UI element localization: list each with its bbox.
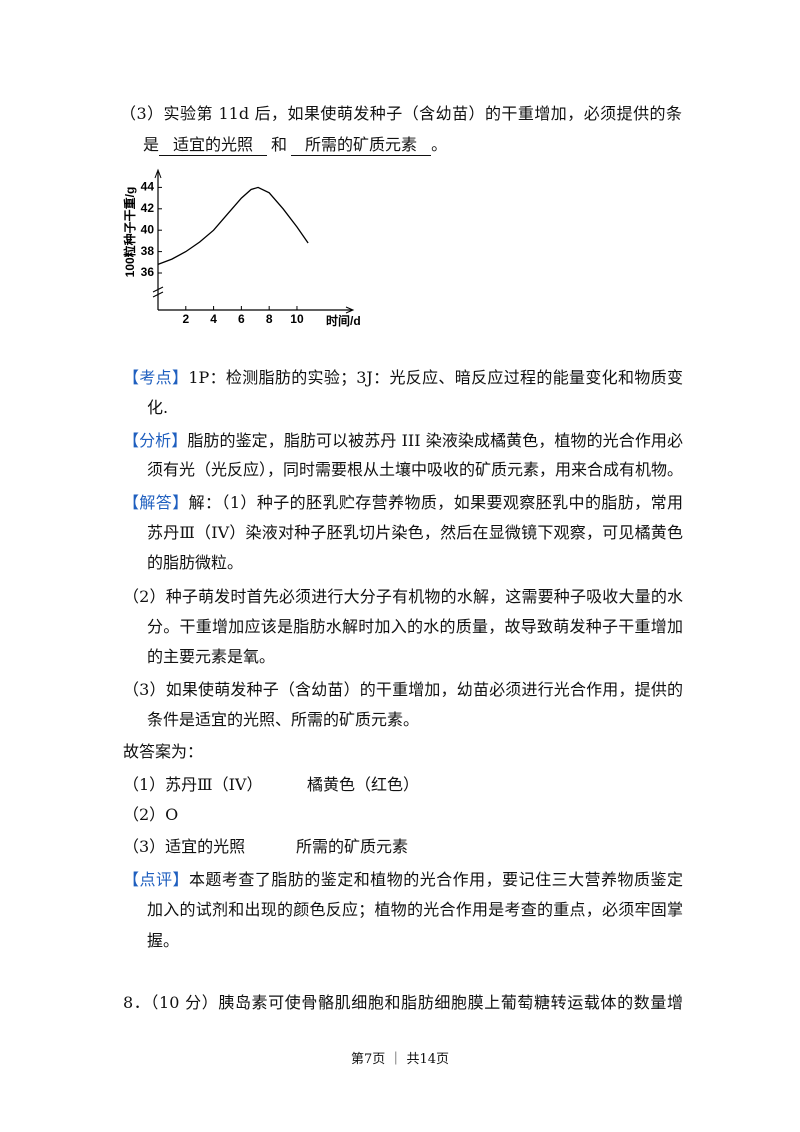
- text-line: 分。干重增加应该是脂肪水解时加入的水的质量，故导致萌发种子干重增加: [147, 617, 683, 636]
- section-tag: 【分析】: [123, 431, 188, 450]
- text-line: 所需的矿质元素: [296, 837, 409, 856]
- text-line: （2）O: [123, 805, 179, 824]
- blank-answer: 适宜的光照: [159, 135, 268, 156]
- x-axis-label: 时间/d: [326, 313, 361, 328]
- text: 脂肪的鉴定，脂肪可以被苏丹 III 染液染成橘黄色，植物的光合作用必: [187, 431, 683, 450]
- x-tick-label: 6: [238, 312, 245, 326]
- text-line: 【点评】本题考查了脂肪的鉴定和植物的光合作用，要记住三大营养物质鉴定时: [123, 870, 683, 890]
- y-tick-label: 38: [141, 244, 155, 258]
- text: 和: [271, 135, 288, 154]
- y-tick-label: 40: [141, 222, 155, 236]
- text-line: 化.: [147, 398, 169, 417]
- text-line: 苏丹Ⅲ（IV）染液对种子胚乳切片染色，然后在显微镜下观察，可见橘黄色: [147, 523, 683, 542]
- text-line: （3）适宜的光照: [123, 837, 246, 856]
- text-line: 是适宜的光照和所需的矿质元素。: [143, 135, 447, 156]
- text-line: 【解答】解：（1）种子的胚乳贮存营养物质，如果要观察胚乳中的脂肪，常用: [123, 493, 683, 513]
- text: 解：（1）种子的胚乳贮存营养物质，如果要观察胚乳中的脂肪，常用: [188, 493, 683, 512]
- axis-break: [152, 286, 164, 298]
- text-line: （3）如果使萌发种子（含幼苗）的干重增加，幼苗必须进行光合作用，提供的: [123, 680, 683, 699]
- blank-answer: 所需的矿质元素: [291, 135, 432, 156]
- section-tag: 【点评】: [123, 870, 189, 889]
- text-line: 须有光（光反应），同时需要根从土壤中吸收的矿质元素，用来合成有机物。: [147, 460, 683, 479]
- x-tick-label: 2: [182, 312, 189, 326]
- text-line: 故答案为：: [123, 742, 204, 761]
- data-line: [157, 186, 309, 266]
- text: 。: [431, 135, 448, 154]
- x-tick-label: 10: [290, 312, 304, 326]
- text: 本题考查了脂肪的鉴定和植物的光合作用，要记住三大营养物质鉴定时: [188, 870, 683, 889]
- x-tick-label: 8: [266, 312, 273, 326]
- text-line: 8．（10 分）胰岛素可使骨骼肌细胞和脂肪细胞膜上葡萄糖转运载体的数量增加，: [123, 993, 683, 1012]
- text-line: 加入的试剂和出现的颜色反应；植物的光合作用是考查的重点，必须牢固掌: [147, 900, 683, 919]
- page-footer: 第7页 ｜ 共14页: [350, 1052, 450, 1067]
- y-tick-label: 36: [141, 265, 155, 279]
- y-axis-label: 100粒种子干重/g: [122, 187, 137, 278]
- chart: 36 38 40 42 44 2 4 6 8 10 100粒种子干重/g 时间/d: [122, 168, 361, 328]
- text-line: 条件是适宜的光照、所需的矿质元素。: [147, 710, 420, 729]
- text: 是: [143, 135, 160, 154]
- y-axis-arrow: [154, 168, 162, 179]
- text-line: 【考点】1P：检测脂肪的实验；3J：光反应、暗反应过程的能量变化和物质变: [123, 368, 683, 388]
- y-tick-label: 44: [141, 180, 155, 194]
- text-line: 的主要元素是氧。: [147, 647, 276, 666]
- text: 1P：检测脂肪的实验；3J：光反应、暗反应过程的能量变化和物质变: [188, 368, 683, 387]
- text-line: 的脂肪微粒。: [147, 553, 244, 572]
- x-axis-arrow: [345, 306, 355, 314]
- section-tag: 【考点】: [123, 368, 189, 387]
- text-line: （2）种子萌发时首先必须进行大分子有机物的水解，这需要种子吸收大量的水: [123, 587, 683, 606]
- text-line: 【分析】脂肪的鉴定，脂肪可以被苏丹 III 染液染成橘黄色，植物的光合作用必: [123, 431, 683, 451]
- text-line: 橘黄色（红色）: [307, 775, 420, 794]
- x-tick-label: 4: [210, 312, 217, 326]
- text-line: （1）苏丹Ⅲ（IV）: [123, 775, 263, 794]
- section-tag: 【解答】: [123, 493, 189, 512]
- y-tick-label: 42: [141, 201, 155, 215]
- text-line: 握。: [147, 931, 180, 950]
- text-line: （3）实验第 11d 后，如果使萌发种子（含幼苗）的干重增加，必须提供的条件: [120, 104, 682, 123]
